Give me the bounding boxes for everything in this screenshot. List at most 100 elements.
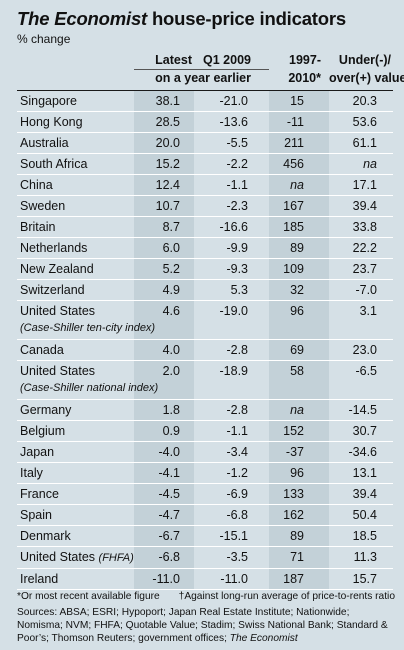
country-cell: United States (FHFA) bbox=[17, 546, 134, 569]
country-name: Denmark bbox=[20, 529, 71, 543]
latest-cell: -4.0 bbox=[134, 441, 194, 463]
table-row: Denmark -6.7 -15.1 89 18.5 bbox=[17, 525, 393, 547]
q1-2009-cell: -1.1 bbox=[194, 420, 269, 442]
footnote-dagger: †Against long-run average of price-to-re… bbox=[178, 591, 395, 602]
valued-cell: 23.7 bbox=[329, 258, 393, 280]
country-name: United States bbox=[20, 550, 96, 564]
header-q1-2009: Q1 2009 bbox=[194, 52, 269, 70]
table-row: Spain -4.7 -6.8 162 50.4 bbox=[17, 504, 393, 526]
table-row: China 12.4 -1.1 na 17.1 bbox=[17, 174, 393, 196]
q1-2009-cell: -13.6 bbox=[194, 111, 269, 133]
valued-cell: 33.8 bbox=[329, 216, 393, 238]
country-name: China bbox=[20, 178, 53, 192]
q1-2009-cell: -15.1 bbox=[194, 525, 269, 547]
country-name: Sweden bbox=[20, 199, 66, 213]
footnote-star: *Or most recent available figure bbox=[17, 591, 160, 602]
latest-cell: 5.2 bbox=[134, 258, 194, 280]
country-note: (FHFA) bbox=[98, 552, 134, 564]
period-cell: 96 bbox=[269, 300, 329, 340]
valued-cell: 61.1 bbox=[329, 132, 393, 154]
latest-cell: -6.7 bbox=[134, 525, 194, 547]
period-cell: 185 bbox=[269, 216, 329, 238]
table-row: United States (Case-Shiller ten-city inde… bbox=[17, 300, 393, 340]
period-cell: 211 bbox=[269, 132, 329, 154]
q1-2009-cell: -2.8 bbox=[194, 339, 269, 361]
table-row: Netherlands 6.0 -9.9 89 22.2 bbox=[17, 237, 393, 259]
q1-2009-cell: -9.9 bbox=[194, 237, 269, 259]
latest-cell: 4.0 bbox=[134, 339, 194, 361]
country-cell: Japan bbox=[17, 441, 134, 463]
latest-cell: 4.6 bbox=[134, 300, 194, 340]
country-name: Singapore bbox=[20, 94, 77, 108]
country-name: South Africa bbox=[20, 157, 88, 171]
header-period-line2: 2010* bbox=[269, 69, 329, 91]
header-period-line1: 1997- bbox=[289, 53, 321, 67]
valued-cell: -6.5 bbox=[329, 360, 393, 400]
sources-note: Sources: ABSA; ESRI; Hypoport; Japan Rea… bbox=[17, 606, 395, 645]
title-rest: house-price indicators bbox=[147, 8, 346, 29]
q1-2009-cell: -1.1 bbox=[194, 174, 269, 196]
country-name: New Zealand bbox=[20, 262, 94, 276]
table-row: New Zealand 5.2 -9.3 109 23.7 bbox=[17, 258, 393, 280]
valued-cell: 11.3 bbox=[329, 546, 393, 569]
country-name: Britain bbox=[20, 220, 56, 234]
period-cell: 89 bbox=[269, 237, 329, 259]
table-row: United States (Case-Shiller national inde… bbox=[17, 360, 393, 400]
period-cell: 69 bbox=[269, 339, 329, 361]
table-row: Ireland -11.0 -11.0 187 15.7 bbox=[17, 568, 393, 590]
country-cell: Spain bbox=[17, 504, 134, 526]
valued-cell: -14.5 bbox=[329, 399, 393, 421]
country-name: Hong Kong bbox=[20, 115, 83, 129]
valued-cell: 13.1 bbox=[329, 462, 393, 484]
sources-end: The Economist bbox=[229, 633, 298, 644]
country-cell: Switzerland bbox=[17, 279, 134, 301]
period-cell: 71 bbox=[269, 546, 329, 569]
country-name: Belgium bbox=[20, 424, 66, 438]
table-row: Canada 4.0 -2.8 69 23.0 bbox=[17, 339, 393, 361]
latest-cell: 1.8 bbox=[134, 399, 194, 421]
valued-cell: 3.1 bbox=[329, 300, 393, 340]
country-cell: Ireland bbox=[17, 568, 134, 590]
title-italic: The Economist bbox=[17, 8, 147, 29]
country-note: (Case-Shiller ten-city index) bbox=[20, 322, 156, 334]
period-cell: 96 bbox=[269, 462, 329, 484]
country-name: Spain bbox=[20, 508, 52, 522]
period-cell: 89 bbox=[269, 525, 329, 547]
valued-cell: 15.7 bbox=[329, 568, 393, 590]
chart-subtitle: % change bbox=[17, 32, 71, 46]
latest-cell: 10.7 bbox=[134, 195, 194, 217]
valued-cell: 39.4 bbox=[329, 195, 393, 217]
header-valued-line2: over(+) valued† bbox=[329, 69, 404, 91]
country-name: Switzerland bbox=[20, 283, 85, 297]
valued-cell: 53.6 bbox=[329, 111, 393, 133]
period-cell: 15 bbox=[269, 90, 329, 112]
country-name: Canada bbox=[20, 343, 64, 357]
latest-cell: 0.9 bbox=[134, 420, 194, 442]
latest-cell: -4.5 bbox=[134, 483, 194, 505]
table-row: South Africa 15.2 -2.2 456 na bbox=[17, 153, 393, 175]
latest-cell: 4.9 bbox=[134, 279, 194, 301]
country-cell: Sweden bbox=[17, 195, 134, 217]
valued-cell: 39.4 bbox=[329, 483, 393, 505]
country-cell: Belgium bbox=[17, 420, 134, 442]
sources-text: Sources: ABSA; ESRI; Hypoport; Japan Rea… bbox=[17, 607, 388, 644]
period-cell: 456 bbox=[269, 153, 329, 175]
q1-2009-cell: -2.2 bbox=[194, 153, 269, 175]
q1-2009-cell: -21.0 bbox=[194, 90, 269, 112]
valued-cell: 18.5 bbox=[329, 525, 393, 547]
valued-cell: 23.0 bbox=[329, 339, 393, 361]
latest-cell: 28.5 bbox=[134, 111, 194, 133]
period-cell: 167 bbox=[269, 195, 329, 217]
country-cell: France bbox=[17, 483, 134, 505]
valued-cell: 50.4 bbox=[329, 504, 393, 526]
period-cell: 187 bbox=[269, 568, 329, 590]
table-row: Switzerland 4.9 5.3 32 -7.0 bbox=[17, 279, 393, 301]
header-blank bbox=[17, 52, 134, 70]
latest-cell: -11.0 bbox=[134, 568, 194, 590]
q1-2009-cell: -18.9 bbox=[194, 360, 269, 400]
q1-2009-cell: -2.8 bbox=[194, 399, 269, 421]
footnotes: *Or most recent available figure †Agains… bbox=[17, 590, 395, 645]
period-cell: 152 bbox=[269, 420, 329, 442]
country-cell: Singapore bbox=[17, 90, 134, 112]
